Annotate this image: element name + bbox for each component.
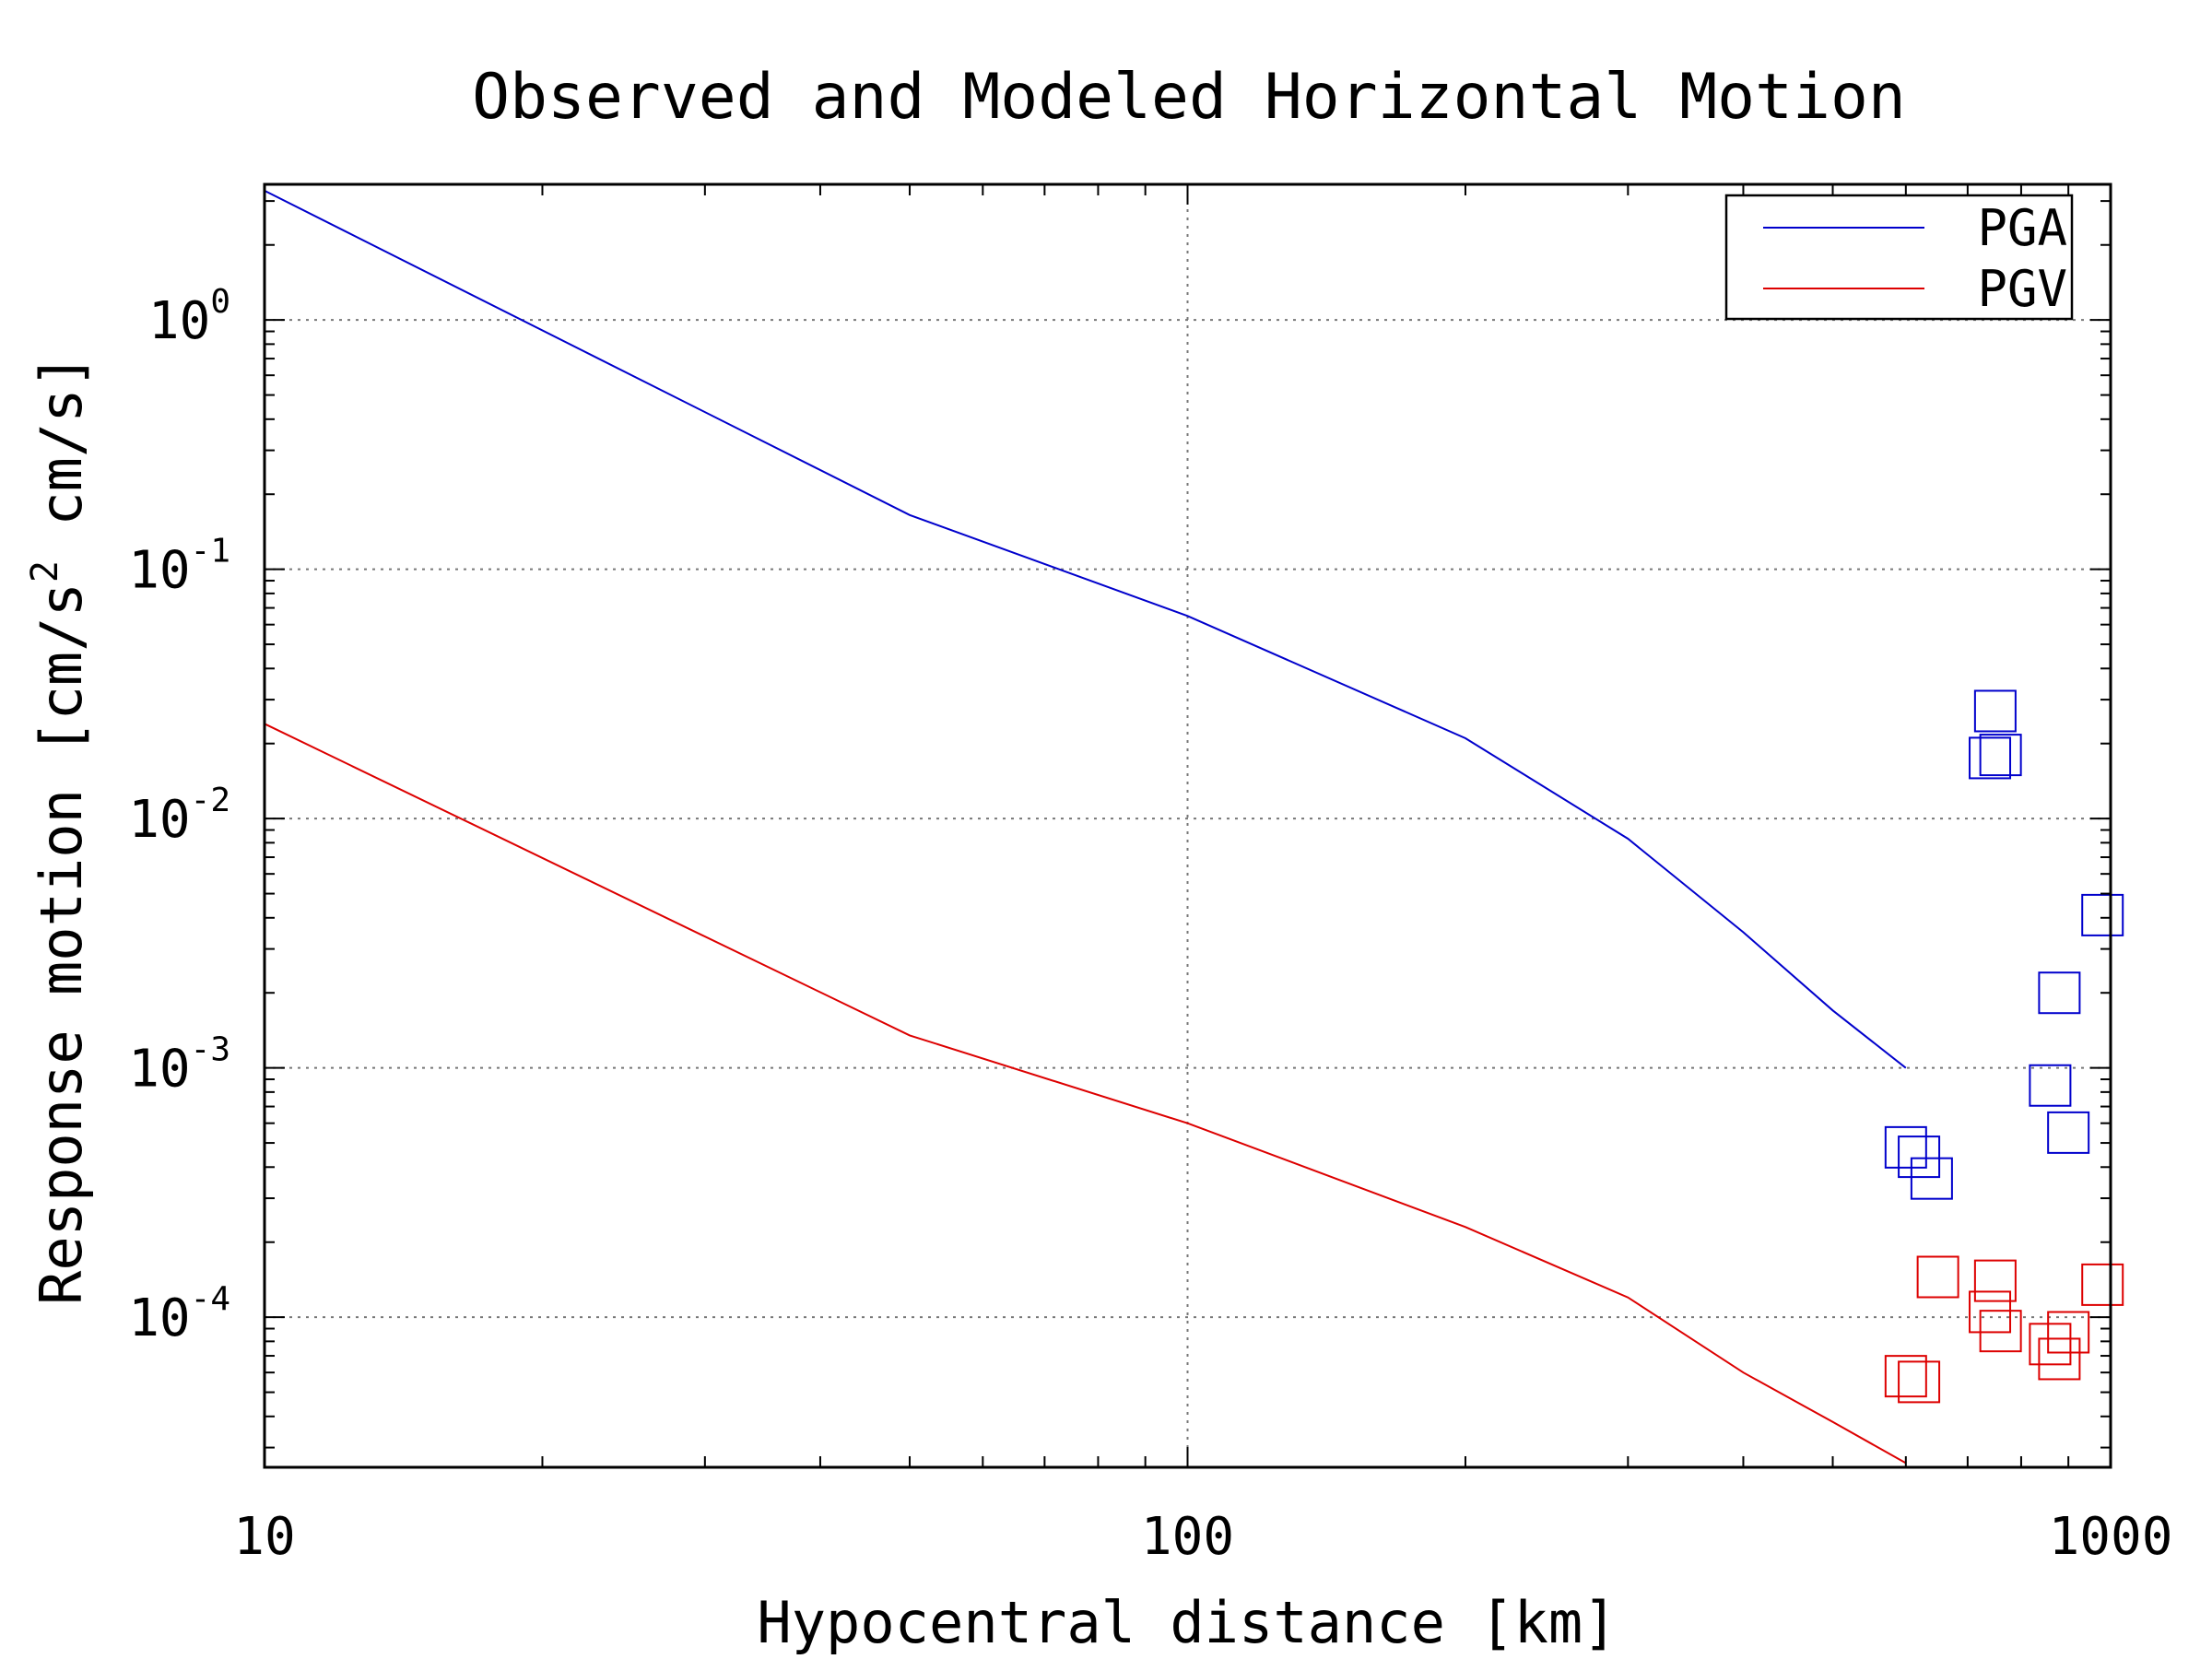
y-tick-label: 10-4 bbox=[128, 1280, 230, 1348]
ticks bbox=[264, 184, 2111, 1467]
grid bbox=[265, 184, 2111, 1467]
y-tick-label: 100 bbox=[148, 283, 230, 351]
legend-box bbox=[1724, 194, 2074, 321]
y-tick-base: 10 bbox=[128, 1288, 190, 1348]
x-tick-label: 1000 bbox=[2049, 1507, 2173, 1567]
data-point-pgv bbox=[1973, 1259, 2017, 1302]
series-line-pga bbox=[264, 190, 1907, 1069]
y-tick-exponent: -3 bbox=[191, 1031, 230, 1069]
x-tick-label: 10 bbox=[233, 1507, 295, 1567]
data-point-pgv bbox=[1969, 1290, 2012, 1334]
data-point-pgv bbox=[1979, 1310, 2022, 1353]
x-axis-label: Hypocentral distance [km] bbox=[757, 1589, 1617, 1656]
y-tick-base: 10 bbox=[128, 790, 190, 850]
y-tick-base: 10 bbox=[148, 291, 210, 351]
data-point-pga bbox=[1884, 1125, 1927, 1169]
data-point-pgv bbox=[2081, 1263, 2124, 1306]
data-point-pga bbox=[1898, 1135, 1941, 1179]
y-tick-exponent: -2 bbox=[191, 782, 230, 819]
y-tick-exponent: 0 bbox=[210, 283, 230, 321]
data-point-pga bbox=[2038, 971, 2081, 1015]
legend-label-pga: PGA bbox=[1977, 199, 2067, 257]
data-point-pga bbox=[1910, 1157, 1953, 1200]
data-point-pga bbox=[1969, 736, 2012, 780]
data-point-pgv bbox=[1884, 1355, 1927, 1398]
data-point-pgv bbox=[2038, 1337, 2081, 1381]
y-axis-label-tail: cm/s] bbox=[28, 354, 95, 560]
series-line-pgv bbox=[264, 723, 1907, 1465]
y-tick-label: 10-3 bbox=[128, 1031, 230, 1100]
y-tick-base: 10 bbox=[128, 1040, 190, 1100]
y-axis-label-main: Response motion [cm/s bbox=[28, 582, 95, 1305]
y-tick-label: 10-1 bbox=[128, 533, 230, 601]
y-tick-exponent: -4 bbox=[191, 1280, 230, 1318]
data-point-pga bbox=[2047, 1111, 2090, 1154]
y-tick-label: 10-2 bbox=[128, 782, 230, 850]
data-point-pgv bbox=[2047, 1311, 2090, 1354]
data-point-pga bbox=[2029, 1064, 2072, 1107]
y-axis-label: Response motion [cm/s2 cm/s] bbox=[24, 354, 95, 1305]
legend: PGA PGV bbox=[1724, 194, 2074, 321]
y-axis-label-sup: 2 bbox=[24, 560, 66, 582]
data-point-pgv bbox=[2029, 1323, 2072, 1366]
data-point-pga bbox=[1979, 734, 2022, 777]
data-point-pga bbox=[2081, 893, 2124, 936]
data-point-pgv bbox=[1898, 1360, 1941, 1404]
chart-title: Observed and Modeled Horizontal Motion bbox=[472, 61, 1906, 134]
x-tick-label: 100 bbox=[1141, 1507, 1234, 1567]
y-tick-exponent: -1 bbox=[191, 533, 230, 571]
points-layer bbox=[1884, 689, 2124, 1404]
y-tick-base: 10 bbox=[128, 541, 190, 601]
legend-label-pgv: PGV bbox=[1977, 260, 2067, 318]
series-layer bbox=[264, 190, 1907, 1465]
data-point-pgv bbox=[1916, 1255, 1959, 1299]
data-point-pga bbox=[1973, 689, 2017, 733]
